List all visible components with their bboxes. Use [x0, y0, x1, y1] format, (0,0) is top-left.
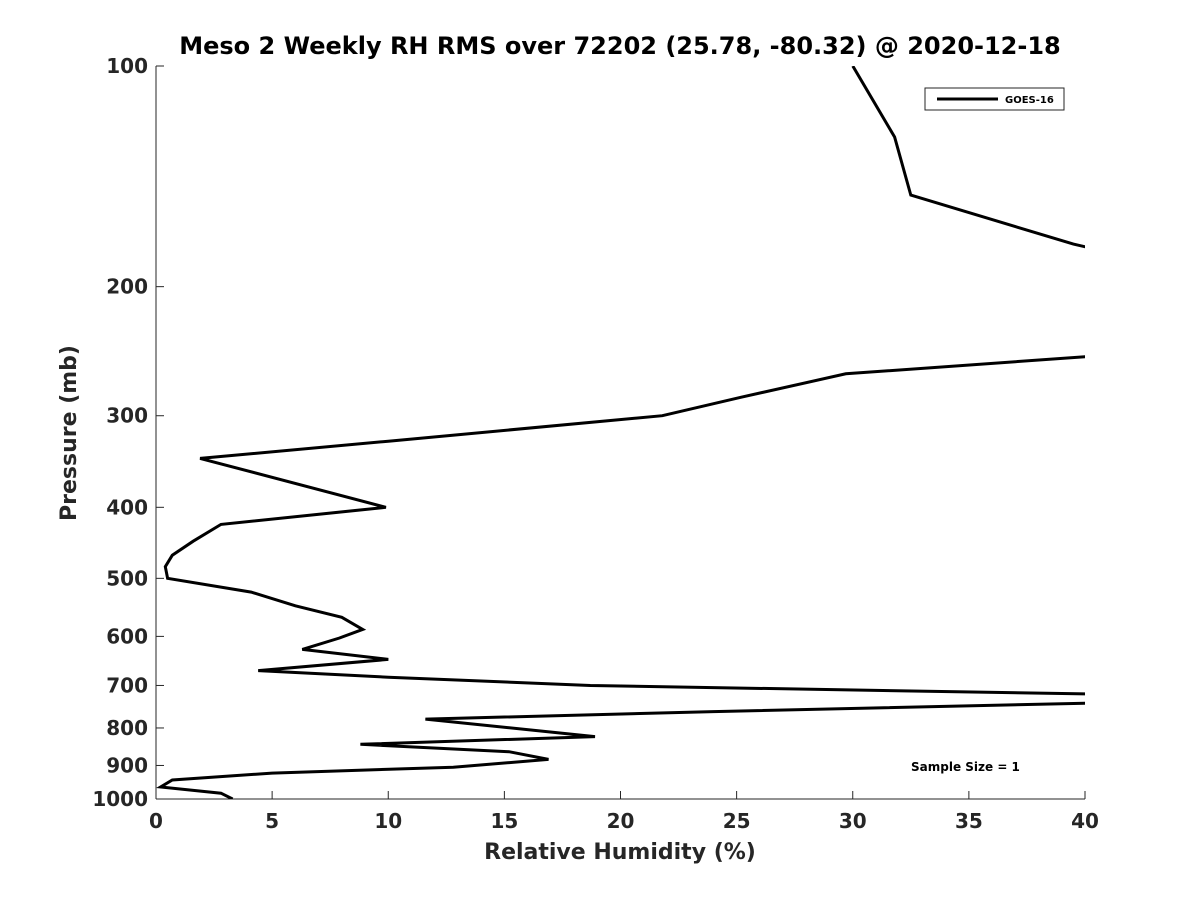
- legend-label-goes-16: GOES-16: [1005, 95, 1054, 106]
- y-tick-label: 800: [106, 716, 148, 740]
- y-tick-label: 300: [106, 404, 148, 428]
- x-tick-label: 0: [149, 809, 163, 833]
- x-tick-label: 35: [955, 809, 983, 833]
- x-axis-label: Relative Humidity (%): [484, 840, 756, 865]
- x-tick-label: 40: [1071, 809, 1099, 833]
- y-tick-label: 400: [106, 495, 148, 519]
- y-axis-label: Pressure (mb): [57, 345, 82, 521]
- series-line-goes-16-segment-2: [156, 355, 1085, 799]
- y-tick-label: 900: [106, 753, 148, 777]
- y-tick-label: 1000: [92, 787, 148, 811]
- x-tick-label: 5: [265, 809, 279, 833]
- x-tick-label: 25: [723, 809, 751, 833]
- series-line-goes-16-segment-1: [851, 66, 1085, 249]
- legend: GOES-16: [924, 87, 1065, 111]
- y-tick-label: 600: [106, 624, 148, 648]
- x-axis-ticks: 0 5 10 15 20 25 30 35 40: [149, 791, 1099, 833]
- x-tick-label: 30: [839, 809, 867, 833]
- y-tick-label: 700: [106, 673, 148, 697]
- sample-size-annotation: Sample Size = 1: [911, 760, 1020, 774]
- series-layer: [156, 66, 1085, 799]
- x-tick-label: 15: [490, 809, 518, 833]
- x-tick-label: 20: [607, 809, 635, 833]
- y-axis-ticks: 100 200 300 400 500 600 700 800 900 1000: [92, 54, 164, 811]
- y-tick-label: 200: [106, 275, 148, 299]
- y-tick-label: 500: [106, 566, 148, 590]
- chart-title: Meso 2 Weekly RH RMS over 72202 (25.78, …: [179, 32, 1061, 60]
- y-tick-label: 100: [106, 54, 148, 78]
- x-tick-label: 10: [374, 809, 402, 833]
